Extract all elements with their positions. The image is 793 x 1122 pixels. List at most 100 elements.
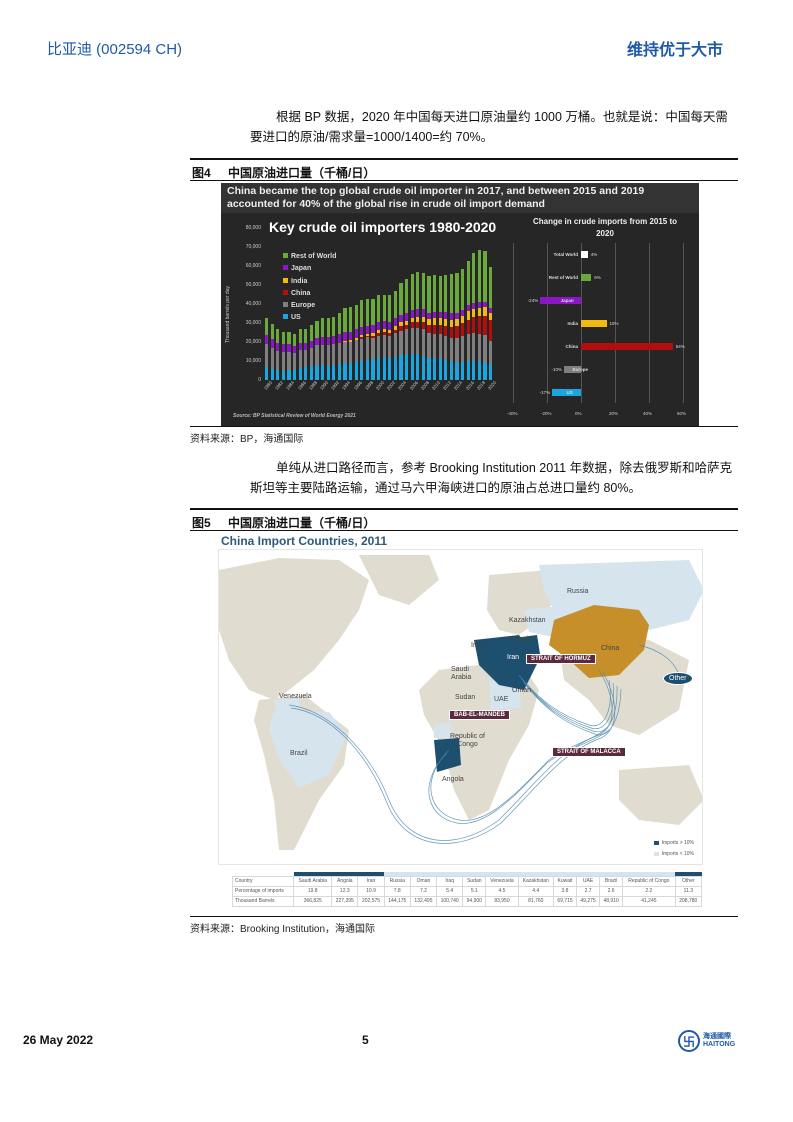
figure-4-chart: China became the top global crude oil im… (221, 183, 699, 426)
label-russia: Russia (567, 588, 589, 595)
y-tick: 20,000 (245, 339, 261, 345)
bar-2002 (388, 295, 392, 380)
figure-5-bottom-rule (190, 916, 738, 917)
bar-1990 (321, 318, 325, 380)
table-row-percentage: Percentage of imports 19.8 12.3 10.9 7.8 7.2 5… (231, 885, 703, 897)
figure-4-caption: 中国原油进口量（千桶/日） (228, 166, 376, 180)
bar-2020 (489, 266, 493, 380)
bar-1993 (337, 312, 342, 380)
label-brazil: Brazil (290, 750, 308, 757)
chart-banner: China became the top global crude oil im… (221, 183, 699, 213)
x-tick: 2016 (464, 380, 475, 391)
figure-4-number: 图4 (192, 166, 211, 180)
bar-2004 (399, 283, 403, 380)
y-tick: 40,000 (245, 301, 261, 307)
legend-item: China (283, 288, 336, 300)
bar-1985 (293, 333, 297, 380)
bar-1981 (270, 323, 274, 380)
change-category-label: US (566, 390, 573, 395)
grid-line (649, 243, 650, 403)
bar-2014 (455, 272, 459, 380)
bar-2010 (433, 275, 437, 380)
footer-date: 26 May 2022 (23, 1033, 94, 1047)
label-china: China (601, 645, 620, 652)
footer-page-number: 5 (362, 1033, 369, 1047)
haitong-logo-icon: 卐 (678, 1030, 700, 1052)
strait-bab-el-mandeb: BAB-EL-MANDEB (449, 710, 510, 720)
x-tick: 2004 (397, 380, 408, 391)
label-uae: UAE (494, 696, 509, 703)
label-iraq: Iraq (471, 642, 484, 649)
change-value-label: 54% (675, 344, 685, 349)
logo-cn: 海通國際 (703, 1033, 731, 1040)
bar-1994 (343, 307, 347, 380)
bar-1998 (365, 299, 370, 380)
bar-1980 (265, 317, 269, 380)
x-tick: 2018 (475, 380, 486, 391)
change-category-label: India (567, 321, 578, 326)
legend-item: Japan (283, 263, 336, 275)
change-x-tick: 60% (677, 411, 687, 416)
bar-1983 (281, 331, 286, 380)
y-tick: 0 (258, 377, 261, 383)
change-bar-rest-of-world (581, 274, 592, 281)
figure-5-number: 图5 (192, 516, 211, 530)
paragraph-2-text: 单纯从进口路径而言，参考 Brooking Institution 2011 年… (250, 461, 733, 495)
label-venezuela: Venezuela (279, 693, 312, 700)
y-tick: 30,000 (245, 320, 261, 326)
table-row-country: Country Saudi Arabia Angola Iran Russia Oman I… (231, 875, 703, 887)
bar-1989 (315, 321, 319, 380)
import-map: Russia Kazakhstan Kuwait Iraq Iran Saudi… (218, 549, 703, 865)
header-rating: 维持优于大市 (626, 42, 723, 59)
x-tick: 1996 (352, 380, 363, 391)
bar-2007 (416, 272, 420, 380)
change-bars: Total World 4% Rest of World 6% Japan -24% Ind… (513, 243, 685, 403)
figure-5-caption: 中国原油进口量（千桶/日） (228, 516, 376, 530)
chart-source: Source: BP Statistical Review of World E… (233, 413, 356, 419)
bar-1992 (332, 316, 336, 380)
change-category-label: Japan (560, 298, 574, 303)
map-legend-high: Imports > 10% (653, 840, 694, 846)
bar-1991 (326, 318, 330, 380)
haitong-logo: 卐 海通國際 HAITONG (678, 1030, 735, 1052)
bar-2016 (466, 260, 470, 380)
change-value-label: 15% (609, 321, 619, 326)
change-x-tick: 40% (643, 411, 653, 416)
strait-malacca: STRAIT OF MALACCA (552, 747, 626, 757)
x-tick: 1986 (296, 380, 307, 391)
change-bar-europe (564, 366, 581, 373)
change-category-label: Rest of World (548, 275, 578, 280)
paragraph-1: 根据 BP 数据，2020 年中国每天进口原油量约 1000 万桶。也就是说：中… (250, 107, 740, 147)
paragraph-1-text: 根据 BP 数据，2020 年中国每天进口原油量约 1000 万桶。也就是说：中… (250, 110, 728, 144)
change-bar-china (581, 343, 673, 350)
x-tick: 2014 (453, 380, 464, 391)
label-iran: Iran (507, 654, 520, 661)
legend-low-label: Imports < 10% (661, 851, 694, 857)
bar-2006 (410, 274, 414, 380)
label-sudan: Sudan (455, 694, 476, 701)
logo-en: HAITONG (703, 1041, 736, 1048)
change-chart-title: Change in crude imports from 2015 to 202… (532, 217, 678, 238)
table-row-barrels: Thousand Barrels 366,825 227,395 202,575 144… (231, 895, 703, 907)
stacked-legend: Rest of World Japan India China Europe US (283, 251, 336, 325)
figure-5-title: 图5 中国原油进口量（千桶/日） (190, 508, 738, 531)
x-tick: 2000 (374, 380, 386, 391)
x-tick: 2020 (486, 380, 498, 391)
y-tick: 50,000 (245, 282, 261, 288)
change-value-label: -24% (527, 298, 539, 303)
bar-2003 (393, 290, 398, 380)
bar-2018 (477, 250, 482, 380)
x-tick: 1988 (307, 380, 318, 391)
change-category-label: China (565, 344, 578, 349)
label-angola: Angola (442, 776, 464, 783)
bar-1982 (276, 328, 280, 380)
stacked-chart-title: Key crude oil importers 1980-2020 (269, 219, 497, 235)
change-bar-india (581, 320, 607, 327)
label-congo: Republic of Congo (449, 733, 486, 748)
legend-item: Europe (283, 300, 336, 312)
label-kuwait: Kuwait (509, 636, 531, 643)
world-map-shapes (219, 555, 702, 850)
y-tick: 70,000 (245, 244, 261, 250)
bar-1986 (298, 328, 302, 380)
bar-2015 (461, 268, 465, 380)
